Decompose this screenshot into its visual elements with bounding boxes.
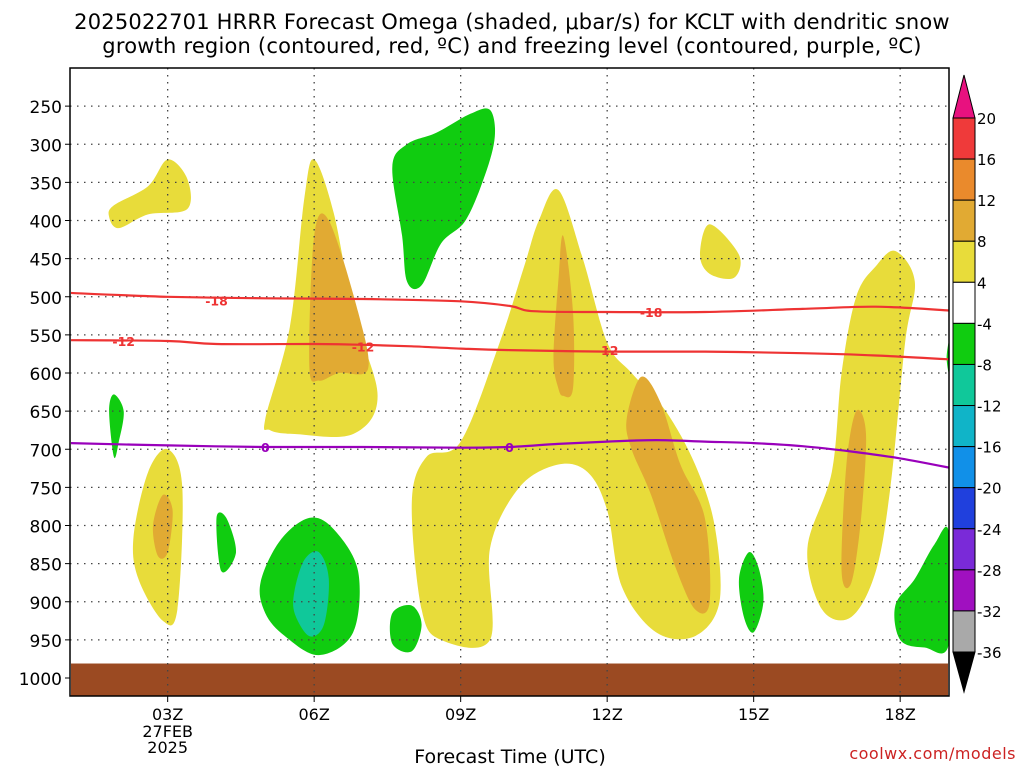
y-tick-label-950: 950 [30, 632, 62, 652]
omega-region-8 [626, 376, 711, 614]
colorbar-box-11 [952, 528, 976, 571]
colorbar-box-7 [952, 363, 976, 407]
colorbar-box-5 [952, 281, 976, 324]
contour-label-0: 0 [505, 440, 514, 455]
colorbar-label-1: 16 [977, 151, 996, 169]
y-tick-label-800: 800 [30, 518, 62, 538]
colorbar-label-6: -8 [977, 356, 992, 374]
y-tick-label-750: 750 [30, 479, 62, 499]
colorbar-label-4: 4 [977, 274, 987, 292]
y-tick-label-350: 350 [30, 174, 62, 194]
chart-title-line-1: 2025022701 HRRR Forecast Omega (shaded, … [74, 10, 950, 34]
y-tick-label-500: 500 [30, 289, 62, 309]
contour-label-0: 0 [261, 440, 270, 455]
watermark: coolwx.com/models [849, 744, 1016, 763]
colorbar-label-7: -12 [977, 398, 1002, 416]
x-tick-label-12Z: 12Z [592, 705, 623, 724]
colorbar-label-5: -4 [977, 315, 992, 333]
colorbar-box-10 [952, 487, 976, 530]
omega-region-9 [700, 224, 741, 280]
colorbar-label-0: 20 [977, 110, 996, 128]
colorbar-box-8 [952, 405, 976, 448]
y-tick-label-850: 850 [30, 556, 62, 576]
colorbar-box-12 [952, 569, 976, 612]
omega-region-18 [738, 551, 764, 633]
omega-region-5 [152, 494, 173, 559]
colorbar-label-11: -28 [977, 562, 1002, 580]
y-tick-label-550: 550 [30, 327, 62, 347]
colorbar-box-9 [952, 446, 976, 489]
temperature-contours: -18 -18 -12 -12 -12 0 0 [71, 291, 949, 469]
y-tick-label-650: 650 [30, 403, 62, 423]
x-tick-sublabel-1: 27FEB [142, 722, 193, 741]
x-tick-label-15Z: 15Z [738, 705, 769, 724]
colorbar-label-12: -32 [977, 603, 1002, 621]
y-tick-label-1000: 1000 [19, 670, 62, 690]
omega-region-16 [216, 512, 237, 573]
y-axis: 250 300 350 400 450 500 550 600 650 700 750 800 850 9… [19, 98, 70, 690]
omega-region-3 [309, 213, 369, 382]
chart-title-line-2: growth region (contoured, red, ºC) and f… [102, 34, 922, 58]
contour-line-0 [71, 438, 949, 469]
omega-region-13 [109, 394, 124, 459]
contour-label--12: -12 [352, 339, 375, 354]
ground-fill [71, 663, 948, 696]
omega-region-17 [389, 605, 422, 653]
colorbar-box-6 [952, 322, 976, 365]
y-tick-label-250: 250 [30, 98, 62, 118]
x-tick-label-06Z: 06Z [299, 705, 330, 724]
y-tick-label-900: 900 [30, 594, 62, 614]
colorbar-label-10: -24 [977, 521, 1002, 539]
colorbar-box-13 [952, 610, 976, 653]
omega-region-12 [392, 108, 496, 290]
colorbar-label-9: -20 [977, 480, 1002, 498]
contour-label--12: -12 [112, 334, 135, 349]
colorbar: 20 16 12 8 4 -4 -8 -12 -16 -20 -24 -28 -32 -36 [952, 74, 1002, 694]
colorbar-label-3: 8 [977, 233, 987, 251]
colorbar-label-13: -36 [977, 644, 1002, 662]
y-tick-label-700: 700 [30, 441, 62, 461]
contour-label--12: -12 [596, 343, 619, 358]
y-tick-label-300: 300 [30, 136, 62, 156]
x-tick-sublabel-2: 2025 [147, 738, 188, 757]
contour-label--18: -18 [640, 305, 663, 320]
y-tick-label-450: 450 [30, 251, 62, 271]
x-tick-label-09Z: 09Z [445, 705, 476, 724]
contour-label--18: -18 [205, 294, 228, 309]
omega-region-11 [841, 409, 867, 589]
omega-region-15 [293, 551, 329, 637]
omega-shading [108, 108, 949, 656]
colorbar-bottom-arrow [952, 651, 976, 694]
omega-region-1 [108, 159, 191, 229]
colorbar-box-2 [952, 158, 976, 201]
x-tick-label-18Z: 18Z [885, 705, 916, 724]
omega-region-7 [553, 235, 575, 398]
ground-below-surface [71, 663, 948, 696]
colorbar-label-8: -16 [977, 439, 1002, 457]
x-tick-label-03Z: 03Z [152, 705, 183, 724]
colorbar-label-2: 12 [977, 192, 996, 210]
contour-line--18 [71, 291, 949, 314]
omega-region-6 [411, 188, 721, 648]
plot-frame [69, 67, 950, 697]
y-tick-label-400: 400 [30, 213, 62, 233]
omega-region-19 [894, 526, 949, 654]
colorbar-top-arrow [952, 74, 976, 119]
colorbar-box-3 [952, 199, 976, 242]
colorbar-box-1 [952, 117, 976, 160]
contour-line--12 [71, 339, 949, 361]
x-axis-title: Forecast Time (UTC) [414, 746, 606, 768]
y-tick-label-600: 600 [30, 365, 62, 385]
colorbar-box-4 [952, 240, 976, 283]
